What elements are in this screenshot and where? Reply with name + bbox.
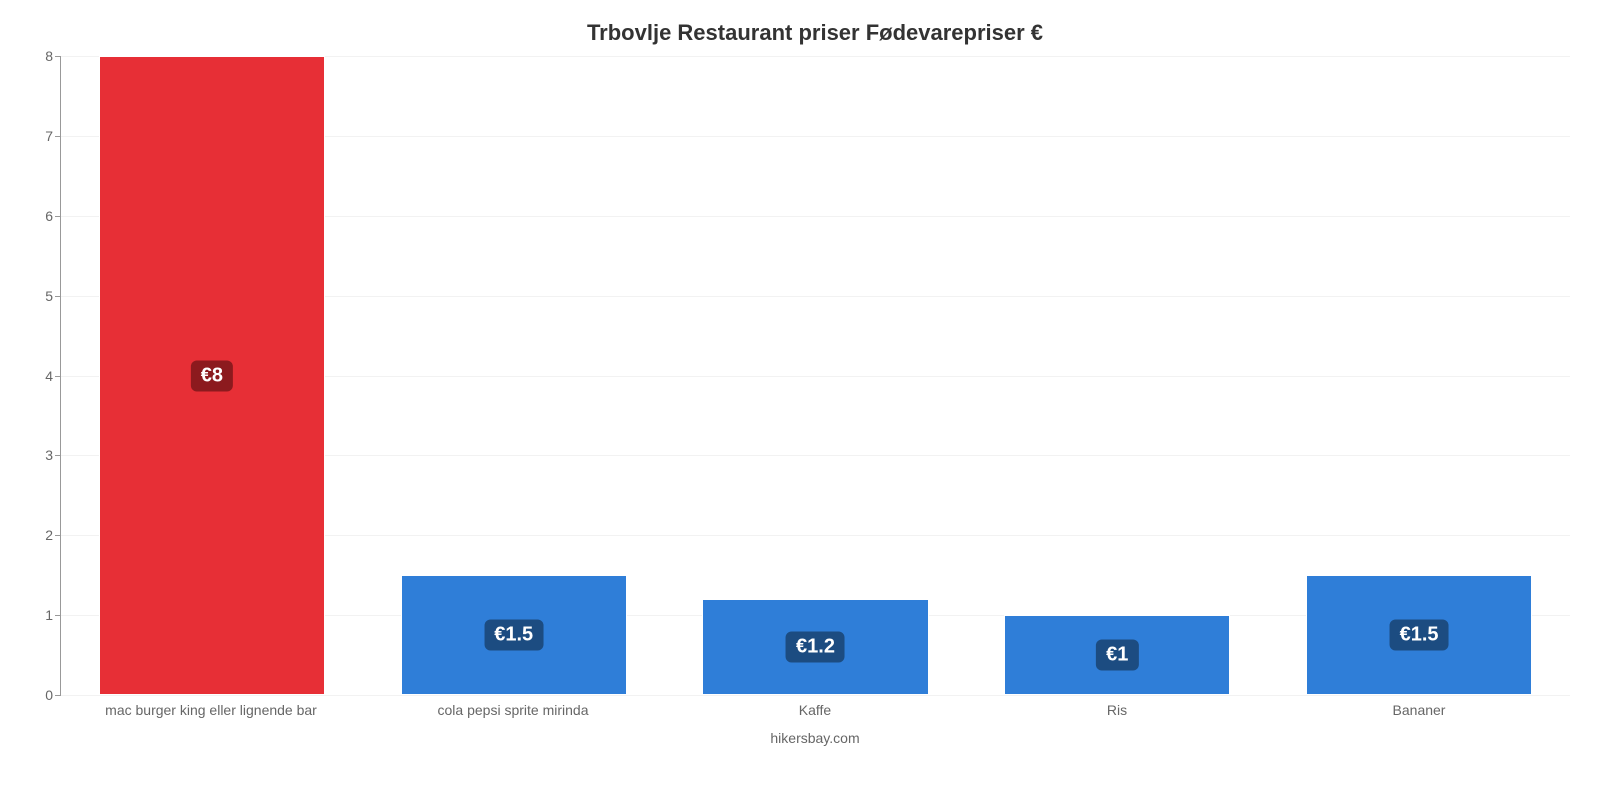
value-badge: €8 — [191, 360, 233, 391]
y-tick-mark — [55, 615, 61, 616]
value-badge: €1.5 — [1390, 620, 1449, 651]
gridline — [61, 695, 1570, 696]
bar-slot: €8 — [61, 56, 363, 695]
x-tick-label: cola pepsi sprite mirinda — [362, 702, 664, 718]
y-tick-mark — [55, 136, 61, 137]
y-tick-mark — [55, 296, 61, 297]
y-tick-mark — [55, 56, 61, 57]
x-tick-label: Bananer — [1268, 702, 1570, 718]
bars-row: €8 €1.5 €1.2 €1 €1.5 — [61, 56, 1570, 695]
bar: €1 — [1004, 615, 1230, 695]
bar: €1.2 — [702, 599, 928, 695]
y-tick-mark — [55, 455, 61, 456]
bar-slot: €1.5 — [363, 56, 665, 695]
value-badge: €1.2 — [786, 632, 845, 663]
bar: €8 — [99, 56, 325, 695]
y-tick-mark — [55, 535, 61, 536]
value-badge: €1.5 — [484, 620, 543, 651]
y-tick-mark — [55, 376, 61, 377]
x-tick-label: Kaffe — [664, 702, 966, 718]
chart-title: Trbovlje Restaurant priser Fødevareprise… — [60, 20, 1570, 46]
bar-slot: €1.5 — [1268, 56, 1570, 695]
bar: €1.5 — [401, 575, 627, 695]
x-tick-label: Ris — [966, 702, 1268, 718]
price-bar-chart: Trbovlje Restaurant priser Fødevareprise… — [0, 0, 1600, 800]
y-tick-mark — [55, 695, 61, 696]
x-tick-label: mac burger king eller lignende bar — [60, 702, 362, 718]
credit-text: hikersbay.com — [60, 730, 1570, 746]
value-badge: €1 — [1096, 640, 1138, 671]
plot-area: €8€1.5€1.2€1€1.5 012345678 — [60, 56, 1570, 696]
y-tick-mark — [55, 216, 61, 217]
x-axis-labels: mac burger king eller lignende barcola p… — [60, 702, 1570, 718]
bar-slot: €1 — [966, 56, 1268, 695]
bar: €1.5 — [1306, 575, 1532, 695]
bar-slot: €1.2 — [665, 56, 967, 695]
